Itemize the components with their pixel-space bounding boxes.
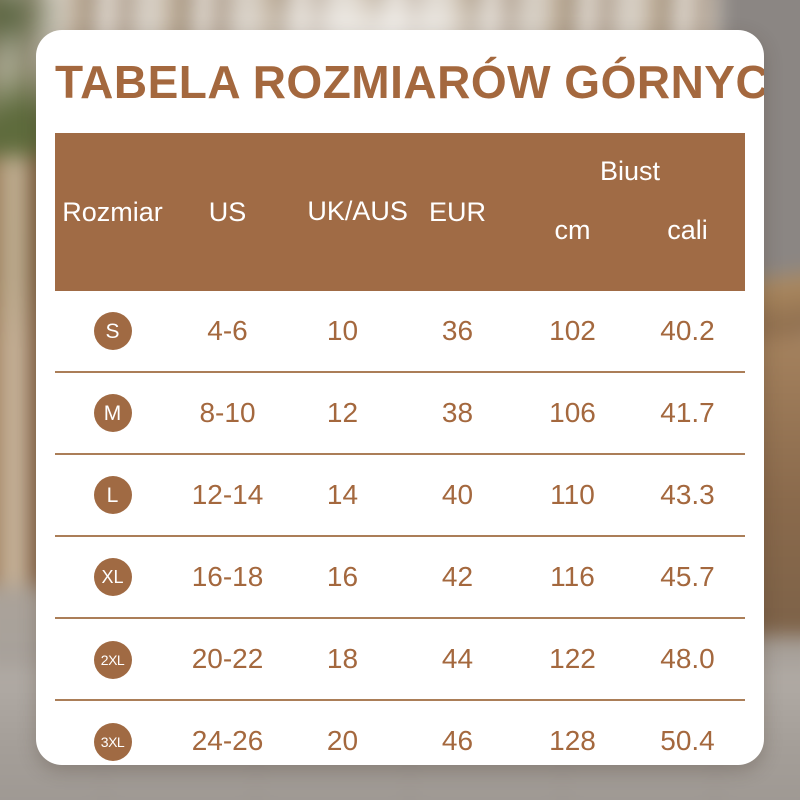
col-header-eur: EUR [400, 133, 515, 291]
cm-cell: 128 [549, 725, 596, 756]
uk-aus-cell: 20 [326, 725, 359, 756]
cm-cell: 110 [550, 479, 595, 510]
size-cell: 3XL [55, 700, 170, 765]
cali-cell: 48.0 [660, 643, 715, 674]
table-row: M 8-10 12 38 106 41.7 [55, 372, 745, 454]
size-badge: 3XL [93, 722, 132, 761]
size-cell: L [55, 454, 170, 536]
uk-aus-cell: 16 [326, 561, 359, 592]
uk-aus-cell: 12 [326, 397, 359, 428]
table-row: L 12-14 14 40 110 43.3 [55, 454, 745, 536]
eur-cell: 46 [441, 725, 474, 756]
size-badge: XL [93, 558, 132, 596]
size-cell: S [55, 291, 170, 372]
size-cell: XL [55, 536, 170, 618]
size-cell: 2XL [55, 618, 170, 700]
eur-cell: 42 [441, 561, 474, 592]
cali-cell: 50.4 [660, 725, 715, 756]
cm-cell: 122 [549, 643, 596, 674]
size-badge: S [93, 312, 132, 350]
eur-cell: 44 [441, 643, 474, 674]
size-badge: M [93, 394, 132, 432]
eur-cell: 40 [441, 479, 474, 510]
us-cell: 8-10 [199, 397, 256, 428]
size-table-body: S 4-6 10 36 102 40.2 M 8-10 12 38 106 41… [55, 291, 745, 765]
size-badge: L [93, 476, 132, 514]
cm-cell: 102 [549, 315, 596, 346]
us-cell: 16-18 [191, 561, 264, 592]
size-table-header: Rozmiar US UK/AUS EUR Biust cm cali [55, 133, 745, 291]
table-row: 3XL 24-26 20 46 128 50.4 [55, 700, 745, 765]
uk-aus-cell: 10 [326, 315, 359, 346]
cm-cell: 106 [549, 397, 596, 428]
table-row: XL 16-18 16 42 116 45.7 [55, 536, 745, 618]
cali-cell: 40.2 [660, 315, 715, 346]
cm-cell: 116 [550, 561, 595, 592]
col-header-cm: cm [515, 209, 630, 291]
size-chart-card: TABELA ROZMIARÓW GÓRNYCH Rozmiar US UK/A… [36, 30, 764, 765]
col-header-us: US [170, 133, 285, 291]
uk-aus-cell: 18 [326, 643, 359, 674]
size-cell: M [55, 372, 170, 454]
size-table: Rozmiar US UK/AUS EUR Biust cm cali S 4-… [55, 133, 745, 765]
size-badge: 2XL [93, 640, 132, 679]
eur-cell: 38 [441, 397, 474, 428]
col-header-uk-aus-label: UK/AUS [307, 196, 408, 227]
col-header-cali: cali [630, 209, 745, 291]
eur-cell: 36 [441, 315, 474, 346]
table-row: 2XL 20-22 18 44 122 48.0 [55, 618, 745, 700]
cali-cell: 41.7 [660, 397, 715, 428]
uk-aus-cell: 14 [326, 479, 359, 510]
us-cell: 24-26 [191, 725, 264, 756]
us-cell: 12-14 [191, 479, 264, 510]
col-group-biust: Biust [515, 133, 745, 209]
table-row: S 4-6 10 36 102 40.2 [55, 291, 745, 372]
us-cell: 4-6 [207, 315, 248, 346]
col-header-rozmiar: Rozmiar [55, 133, 170, 291]
cali-cell: 43.3 [660, 479, 715, 510]
page-title: TABELA ROZMIARÓW GÓRNYCH [55, 56, 764, 108]
col-header-uk-aus: UK/AUS [285, 133, 408, 291]
us-cell: 20-22 [191, 643, 264, 674]
cali-cell: 45.7 [660, 561, 715, 592]
